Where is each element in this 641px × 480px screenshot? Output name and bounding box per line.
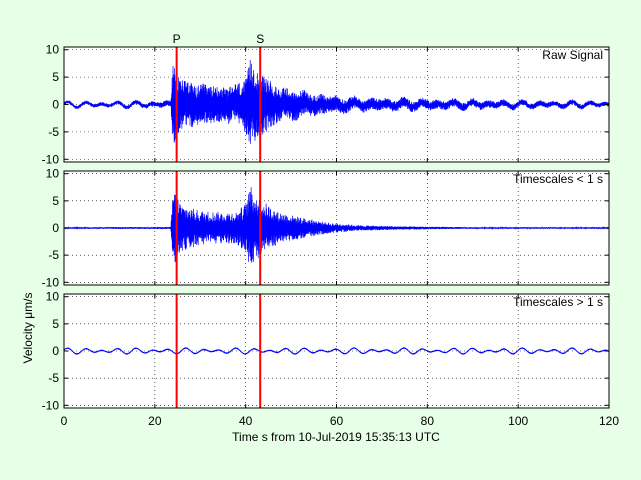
- y-tick-label: 10: [46, 290, 60, 304]
- y-tick-label: 0: [52, 221, 59, 235]
- signal-trace: [63, 347, 610, 356]
- x-tick-label: 0: [61, 414, 68, 428]
- y-tick-label: 10: [46, 167, 60, 181]
- x-tick-label: 100: [508, 414, 528, 428]
- phase-marker-label-s: S: [256, 32, 264, 46]
- panels: -10 -5 0 5 10 Raw Signal -10 -5 0 5 10 Timescales <…: [42, 43, 620, 428]
- y-tick-label: 0: [52, 98, 59, 112]
- x-tick-label: 40: [239, 414, 253, 428]
- signal-trace: [63, 187, 610, 263]
- y-tick-label: -10: [42, 275, 60, 289]
- y-tick-label: 5: [52, 194, 59, 208]
- x-tick-label: 60: [330, 414, 344, 428]
- panel-1: -10 -5 0 5 10 Raw Signal: [42, 43, 610, 166]
- y-tick-label: 0: [52, 344, 59, 358]
- x-tick-label: 80: [421, 414, 435, 428]
- y-tick-label: 5: [52, 317, 59, 331]
- y-tick-label: 5: [52, 70, 59, 84]
- y-tick-label: -5: [48, 125, 59, 139]
- y-tick-label: -5: [48, 371, 59, 385]
- plot-frame: [63, 170, 610, 286]
- y-axis-label: Velocity μm/s: [21, 293, 35, 364]
- y-tick-label: -5: [48, 248, 59, 262]
- x-tick-label: 20: [148, 414, 162, 428]
- panel-title: Raw Signal: [542, 48, 603, 62]
- x-tick-label: 120: [599, 414, 619, 428]
- panel-title: Timescales < 1 s: [513, 172, 603, 186]
- signal-trace: [63, 59, 610, 144]
- panel-title: Timescales > 1 s: [513, 295, 603, 309]
- plot-frame: [63, 46, 610, 163]
- y-tick-label: 10: [46, 43, 60, 57]
- x-axis-label: Time s from 10-Jul-2019 15:35:13 UTC: [232, 430, 440, 444]
- y-tick-label: -10: [42, 152, 60, 166]
- panel-2: -10 -5 0 5 10 Timescales < 1 s: [42, 167, 610, 289]
- phase-marker-label-p: P: [173, 32, 181, 46]
- plot-frame: [63, 293, 610, 409]
- y-tick-label: -10: [42, 398, 60, 412]
